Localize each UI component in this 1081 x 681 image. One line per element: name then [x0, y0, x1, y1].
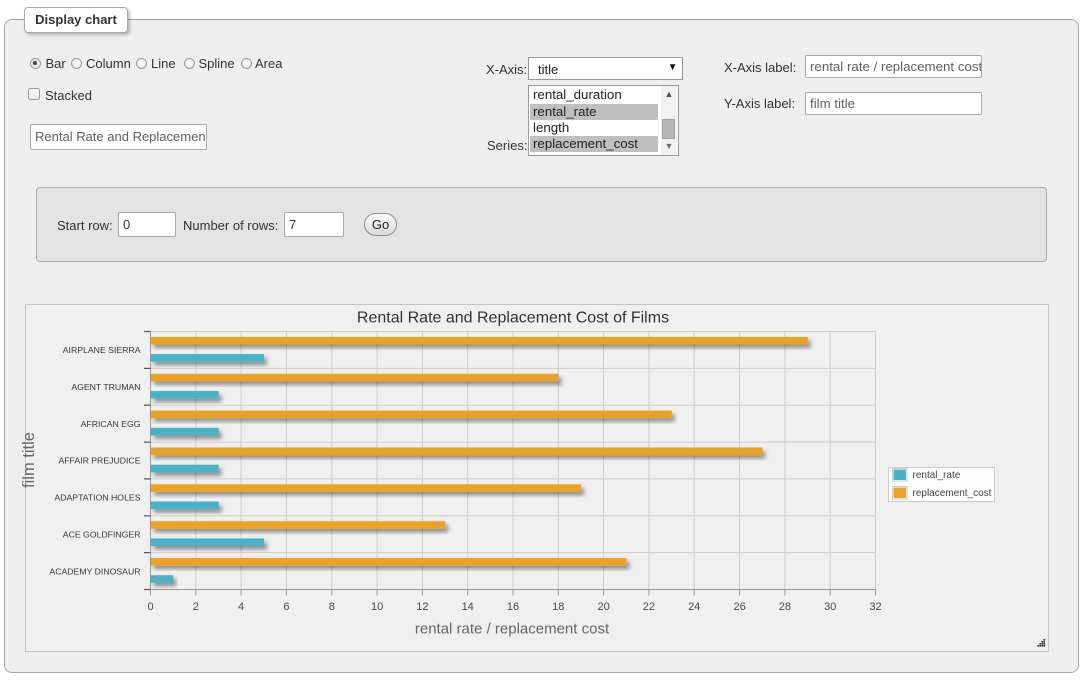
svg-text:22: 22	[643, 601, 655, 613]
svg-text:14: 14	[462, 601, 474, 613]
svg-text:26: 26	[733, 601, 745, 613]
svg-text:ACADEMY DINOSAUR: ACADEMY DINOSAUR	[49, 566, 140, 576]
svg-text:32: 32	[869, 601, 881, 613]
svg-text:6: 6	[283, 601, 289, 613]
svg-text:ADAPTATION HOLES: ADAPTATION HOLES	[54, 493, 140, 503]
svg-text:AFRICAN EGG: AFRICAN EGG	[81, 419, 141, 429]
svg-text:film title: film title	[20, 432, 38, 488]
svg-text:rental_rate: rental_rate	[913, 470, 961, 481]
svg-text:0: 0	[147, 601, 153, 613]
svg-text:24: 24	[688, 601, 700, 613]
svg-text:4: 4	[238, 601, 244, 613]
svg-text:rental rate / replacement cost: rental rate / replacement cost	[415, 620, 610, 637]
svg-text:2: 2	[193, 601, 199, 613]
svg-text:20: 20	[597, 601, 609, 613]
svg-text:replacement_cost: replacement_cost	[913, 488, 992, 499]
svg-text:ACE GOLDFINGER: ACE GOLDFINGER	[63, 529, 141, 539]
svg-text:AGENT TRUMAN: AGENT TRUMAN	[71, 382, 140, 392]
svg-text:30: 30	[824, 601, 836, 613]
svg-text:16: 16	[507, 601, 519, 613]
svg-text:AIRPLANE SIERRA: AIRPLANE SIERRA	[63, 345, 141, 355]
svg-text:8: 8	[329, 601, 335, 613]
svg-text:12: 12	[416, 601, 428, 613]
svg-text:18: 18	[552, 601, 564, 613]
svg-text:Rental Rate and Replacement Co: Rental Rate and Replacement Cost of Film…	[357, 310, 669, 327]
svg-text:AFFAIR PREJUDICE: AFFAIR PREJUDICE	[58, 456, 140, 466]
svg-text:28: 28	[779, 601, 791, 613]
svg-text:10: 10	[371, 601, 383, 613]
